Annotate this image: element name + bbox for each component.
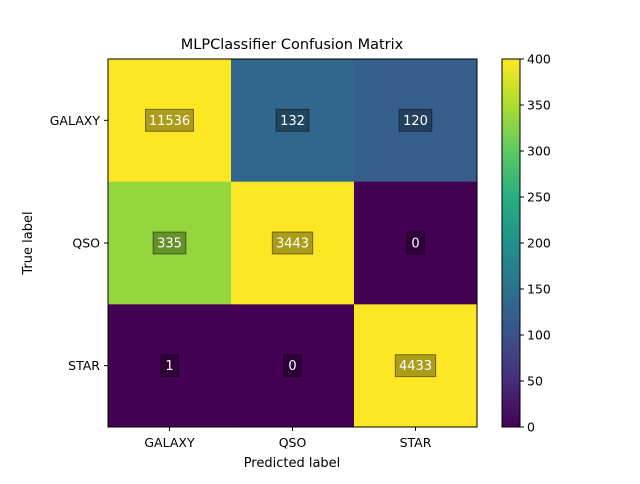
y-tick-label: QSO xyxy=(72,236,100,251)
y-axis-label: True label xyxy=(21,211,36,275)
cell-value-label: 120 xyxy=(403,114,428,129)
colorbar-tick-label: 400 xyxy=(527,52,551,67)
matrix-cell xyxy=(108,304,232,428)
x-axis-label: Predicted label xyxy=(244,456,341,471)
x-tick-label: QSO xyxy=(279,435,307,450)
cell-value-label: 1 xyxy=(165,359,173,374)
matrix-cell xyxy=(354,59,478,183)
colorbar-tick-label: 150 xyxy=(527,282,551,297)
matrix-cells xyxy=(108,59,478,428)
matrix-cell-labels: 11536 132 120 335 3443 0 1 0 4433 xyxy=(145,108,437,378)
x-tick-label: GALAXY xyxy=(144,435,195,450)
matrix-cell xyxy=(231,181,355,305)
matrix-cell xyxy=(354,181,478,305)
cell-value-label: 335 xyxy=(157,237,182,252)
colorbar-tick-label: 350 xyxy=(527,98,551,113)
cell-label-box xyxy=(406,231,425,255)
matrix-cell xyxy=(231,304,355,428)
colorbar xyxy=(501,58,521,428)
cell-value-label: 4433 xyxy=(399,359,432,374)
colorbar-ticks: 0 50 100 150 200 250 300 350 400 xyxy=(520,52,551,435)
cell-label-box xyxy=(152,231,187,255)
colorbar-tick-label: 50 xyxy=(527,374,543,389)
colorbar-tick-label: 0 xyxy=(527,420,535,435)
cell-label-box xyxy=(145,108,194,132)
cell-value-label: 3443 xyxy=(276,237,309,252)
matrix-cell xyxy=(108,59,232,183)
matrix-cell xyxy=(231,59,355,183)
x-tick-label: STAR xyxy=(400,435,432,450)
y-tick-label: GALAXY xyxy=(50,113,101,128)
chart-title: MLPClassifier Confusion Matrix xyxy=(181,37,404,53)
cell-value-label: 0 xyxy=(411,237,419,252)
cell-label-box xyxy=(275,108,310,132)
x-axis-ticks: GALAXY QSO STAR xyxy=(144,427,432,450)
cell-value-label: 132 xyxy=(280,114,305,129)
colorbar-tick-label: 250 xyxy=(527,190,551,205)
cell-label-box xyxy=(283,354,302,378)
matrix-cell xyxy=(354,304,478,428)
cell-label-box xyxy=(394,354,437,378)
cell-label-box xyxy=(271,231,314,255)
cell-label-box xyxy=(160,354,179,378)
y-axis-ticks: GALAXY QSO STAR xyxy=(50,113,108,373)
cell-value-label: 11536 xyxy=(149,114,190,129)
colorbar-tick-label: 100 xyxy=(527,328,551,343)
cell-label-box xyxy=(398,108,433,132)
cell-value-label: 0 xyxy=(288,359,296,374)
colorbar-tick-label: 200 xyxy=(527,236,551,251)
matrix-cell xyxy=(108,181,232,305)
colorbar-tick-label: 300 xyxy=(527,144,551,159)
y-tick-label: STAR xyxy=(68,358,100,373)
